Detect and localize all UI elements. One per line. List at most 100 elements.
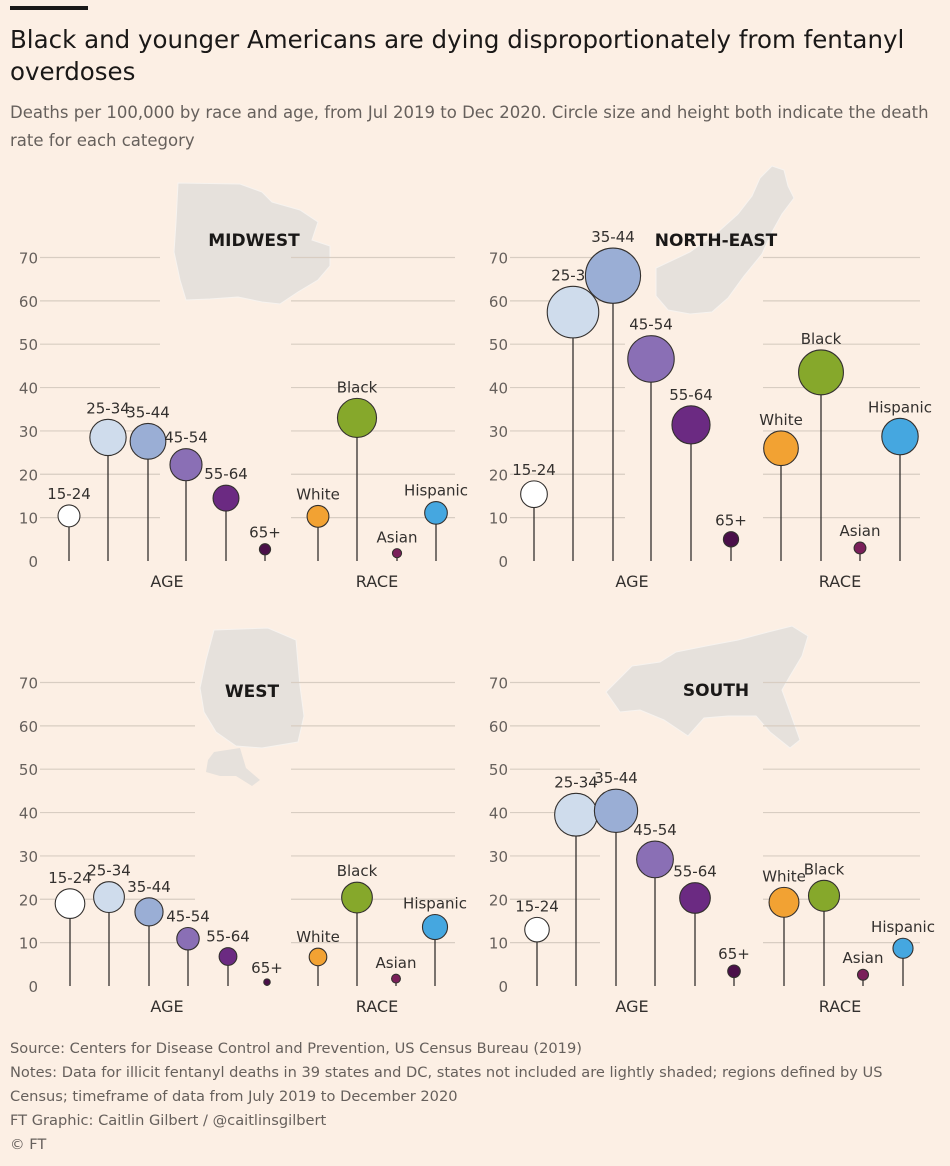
age-category-label: 35-44: [591, 228, 635, 246]
age-category-label: 45-54: [629, 316, 673, 334]
age-bubble-55-64: [212, 484, 240, 512]
age-category-label: 25-34: [554, 773, 598, 791]
y-tick-label: 50: [19, 761, 38, 779]
age-bubble-45-54: [636, 840, 674, 879]
y-tick-label: 10: [19, 935, 38, 953]
y-tick-label: 20: [489, 891, 508, 909]
age-category-label: 15-24: [48, 869, 92, 887]
copyright-text: © FT: [10, 1136, 47, 1153]
age-bubble-65+: [258, 543, 272, 556]
age-category-label: 55-64: [673, 863, 717, 881]
y-tick-label: 60: [489, 718, 508, 736]
race-bubble-black: [341, 881, 373, 914]
y-tick-label: 40: [19, 805, 38, 823]
age-axis-label: AGE: [615, 997, 648, 1016]
race-bubble-hispanic: [881, 417, 919, 456]
y-tick-label: 0: [498, 553, 508, 571]
age-category-label: 45-54: [166, 908, 210, 926]
race-axis-label: RACE: [819, 572, 861, 591]
notes-text: Notes: Data for illicit fentanyl deaths …: [10, 1064, 883, 1105]
race-bubble-hispanic: [424, 500, 448, 525]
source-note: Source: Centers for Disease Control and …: [10, 1040, 582, 1057]
race-axis-label: RACE: [356, 997, 398, 1016]
race-bubble-asian: [856, 968, 870, 981]
race-bubble-white: [308, 947, 328, 967]
y-tick-label: 70: [489, 249, 508, 267]
race-category-label: Black: [337, 862, 378, 880]
y-tick-label: 70: [489, 674, 508, 692]
south-map: [605, 625, 809, 749]
y-tick-label: 60: [489, 293, 508, 311]
race-axis-label: RACE: [819, 997, 861, 1016]
race-bubble-asian: [391, 973, 401, 984]
race-bubble-asian: [853, 541, 867, 555]
age-bubble-35-44: [593, 788, 639, 833]
midwest-map: [173, 182, 331, 305]
age-bubble-55-64: [671, 405, 711, 445]
y-tick-label: 10: [19, 510, 38, 528]
chart-title: Black and younger Americans are dying di…: [10, 25, 905, 86]
y-tick-label: 30: [19, 848, 38, 866]
age-bubble-35-44: [584, 247, 642, 304]
panel-title: SOUTH: [683, 681, 749, 701]
race-bubble-hispanic: [421, 913, 449, 941]
race-category-label: White: [762, 867, 806, 885]
age-category-label: 25-34: [551, 266, 595, 284]
age-bubble-15-24: [520, 480, 548, 509]
y-tick-label: 0: [498, 978, 508, 996]
race-category-label: Asian: [843, 949, 884, 967]
race-category-label: White: [296, 928, 340, 946]
y-tick-label: 20: [19, 891, 38, 909]
age-bubble-55-64: [218, 947, 238, 966]
age-bubble-45-54: [169, 448, 203, 482]
age-bubble-65+: [263, 978, 271, 986]
age-bubble-25-34: [89, 418, 127, 457]
age-bubble-25-34: [93, 881, 125, 914]
age-bubble-65+: [727, 964, 741, 979]
race-bubble-white: [763, 430, 799, 467]
age-category-label: 35-44: [127, 878, 171, 896]
northeast-map: [655, 165, 795, 315]
race-category-label: Asian: [840, 522, 881, 540]
y-tick-label: 40: [19, 380, 38, 398]
age-bubble-15-24: [524, 916, 550, 943]
y-tick-label: 30: [19, 423, 38, 441]
age-category-label: 55-64: [204, 465, 248, 483]
age-category-label: 55-64: [206, 928, 250, 946]
race-bubble-white: [768, 886, 800, 918]
race-category-label: Black: [801, 330, 842, 348]
age-category-label: 65+: [715, 512, 747, 530]
age-category-label: 25-34: [87, 862, 131, 880]
age-category-label: 25-34: [86, 399, 130, 417]
y-tick-label: 50: [19, 336, 38, 354]
age-axis-label: AGE: [615, 572, 648, 591]
top-rule: [10, 6, 88, 10]
age-bubble-35-44: [134, 897, 164, 927]
age-category-label: 15-24: [512, 461, 556, 479]
age-category-label: 15-24: [47, 485, 91, 503]
y-tick-label: 40: [489, 805, 508, 823]
chart-subtitle: Deaths per 100,000 by race and age, from…: [10, 103, 929, 150]
age-category-label: 15-24: [515, 897, 559, 915]
y-tick-label: 20: [489, 466, 508, 484]
age-bubble-25-34: [546, 285, 600, 339]
race-category-label: Black: [804, 860, 845, 878]
race-category-label: Asian: [377, 529, 418, 547]
age-bubble-45-54: [627, 335, 675, 383]
y-tick-label: 70: [19, 674, 38, 692]
panel-north-east: 0 10 20 30 40 50 60 70 NORTH-EAST 15-24 25-34 35-44…: [489, 228, 932, 591]
y-tick-label: 50: [489, 761, 508, 779]
y-tick-label: 60: [19, 718, 38, 736]
race-category-label: Hispanic: [868, 398, 932, 416]
footer: Source: Centers for Disease Control and …: [10, 1037, 940, 1157]
age-bubble-15-24: [57, 504, 81, 528]
alaska-map: [206, 748, 260, 786]
age-bubble-55-64: [679, 882, 711, 914]
age-category-label: 65+: [718, 945, 750, 963]
credit-text: FT Graphic: Caitlin Gilbert / @caitlinsg…: [10, 1112, 327, 1129]
race-bubble-asian: [391, 548, 403, 559]
race-category-label: White: [759, 411, 803, 429]
